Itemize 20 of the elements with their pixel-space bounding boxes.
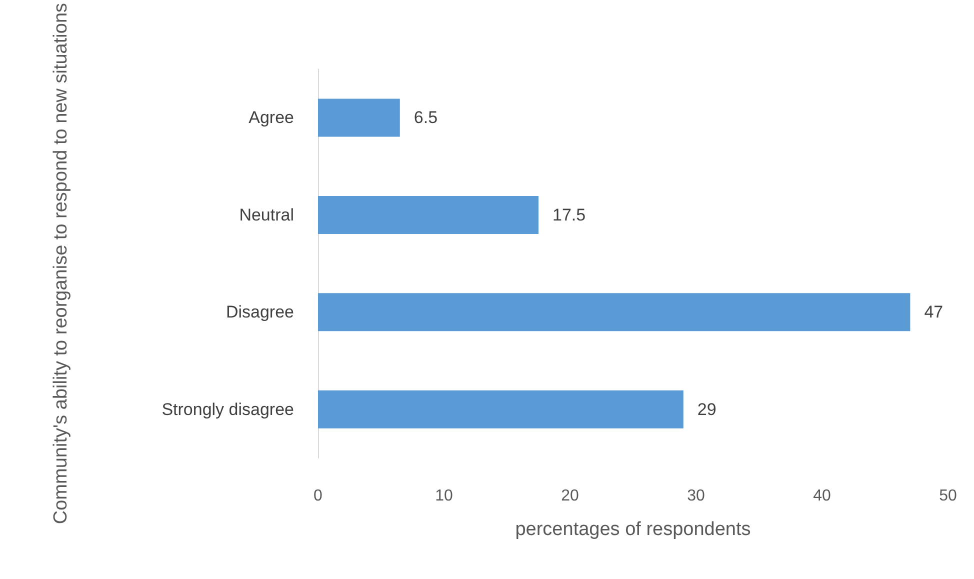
y-axis-title: Community's ability to reorganise to respond to new situations xyxy=(50,3,72,524)
x-tick-label: 50 xyxy=(939,488,957,504)
bar xyxy=(318,98,400,137)
data-label: 6.5 xyxy=(414,108,438,128)
x-tick-label: 40 xyxy=(813,488,831,504)
data-label: 47 xyxy=(924,302,944,322)
y-tick-label: Neutral xyxy=(239,205,294,224)
y-tick-label: Strongly disagree xyxy=(162,400,294,419)
data-label: 17.5 xyxy=(552,205,586,224)
y-tick-label: Disagree xyxy=(226,302,294,322)
x-tick-label: 0 xyxy=(314,488,323,504)
x-axis-title: percentages of respondents xyxy=(515,519,751,540)
x-tick-label: 10 xyxy=(435,488,453,504)
data-label: 29 xyxy=(697,400,716,419)
bar xyxy=(318,390,684,428)
x-tick-label: 20 xyxy=(561,488,579,504)
bar xyxy=(318,196,538,234)
bar xyxy=(318,293,910,332)
y-tick-label: Agree xyxy=(248,108,294,128)
x-tick-label: 30 xyxy=(687,488,705,504)
